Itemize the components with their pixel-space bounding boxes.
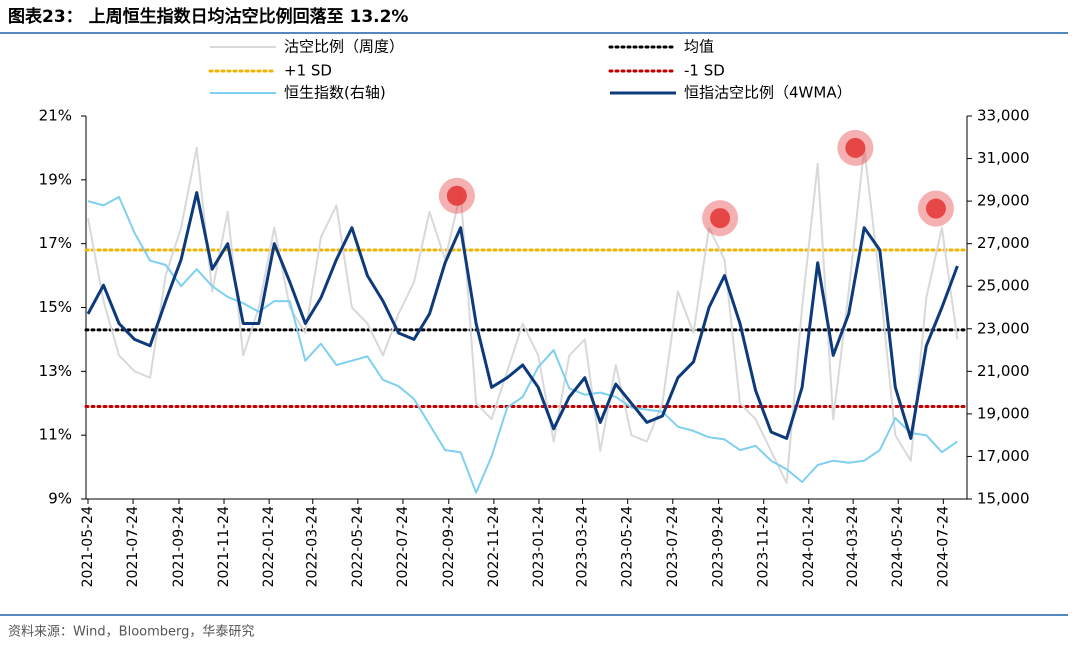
- x-tick-label: 2023-05-24: [620, 506, 636, 587]
- highlight-dot: [925, 198, 946, 219]
- y2-tick-label: 19,000: [977, 404, 1030, 422]
- x-tick-label: 2021-09-24: [171, 506, 187, 587]
- x-tick-label: 2022-07-24: [395, 506, 411, 587]
- legend-label: 恒指沽空比例（4WMA）: [684, 84, 852, 102]
- series-line: [87, 146, 959, 484]
- y-tick-label: 11%: [39, 426, 72, 444]
- x-tick-label: 2023-09-24: [711, 506, 727, 587]
- highlight-dot: [710, 208, 731, 229]
- y-tick-label: 9%: [48, 490, 72, 508]
- highlight-dot: [845, 137, 866, 158]
- legend-label: 恒生指数(右轴): [284, 84, 386, 102]
- x-tick-label: 2024-01-24: [801, 506, 817, 587]
- y2-tick-label: 17,000: [977, 447, 1030, 465]
- y2-tick-label: 33,000: [977, 107, 1030, 125]
- x-tick-label: 2021-05-24: [80, 506, 96, 587]
- source: 资料来源：Wind，Bloomberg，华泰研究: [8, 625, 254, 640]
- y2-tick-label: 31,000: [977, 149, 1030, 167]
- x-tick-label: 2024-05-24: [890, 506, 906, 587]
- y-tick-label: 21%: [39, 107, 72, 125]
- y2-tick-label: 27,000: [977, 234, 1030, 252]
- x-tick-label: 2022-05-24: [350, 506, 366, 587]
- y-tick-label: 15%: [39, 298, 72, 316]
- x-tick-label: 2021-07-24: [125, 506, 141, 587]
- highlight-dot: [446, 185, 467, 206]
- x-tick-label: 2022-01-24: [261, 506, 277, 587]
- legend-label: -1 SD: [684, 62, 725, 80]
- x-tick-label: 2024-03-24: [845, 506, 861, 587]
- y-tick-label: 17%: [39, 234, 72, 252]
- x-tick-label: 2023-01-24: [531, 506, 547, 587]
- chart-title: 图表23： 上周恒生指数日均沽空比例回落至 13.2%: [8, 6, 408, 27]
- y2-tick-label: 15,000: [977, 490, 1030, 508]
- x-tick-label: 2023-03-24: [575, 506, 591, 587]
- y2-tick-label: 23,000: [977, 319, 1030, 337]
- x-tick-label: 2022-09-24: [441, 506, 457, 587]
- x-tick-label: 2022-03-24: [305, 506, 321, 587]
- y2-tick-label: 29,000: [977, 192, 1030, 210]
- x-tick-label: 2021-11-24: [216, 506, 232, 587]
- legend-label: +1 SD: [284, 62, 332, 80]
- series-line: [87, 195, 958, 494]
- x-tick-label: 2024-07-24: [935, 506, 951, 587]
- y-tick-label: 19%: [39, 170, 72, 188]
- y-tick-label: 13%: [39, 362, 72, 380]
- legend-label: 沽空比例（周度）: [284, 38, 404, 56]
- x-tick-label: 2023-07-24: [665, 506, 681, 587]
- legend-label: 均值: [684, 38, 714, 56]
- y2-tick-label: 25,000: [977, 277, 1030, 295]
- series-line: [86, 191, 959, 440]
- x-tick-label: 2023-11-24: [756, 506, 772, 587]
- y2-tick-label: 21,000: [977, 362, 1030, 380]
- x-tick-label: 2022-11-24: [486, 506, 502, 587]
